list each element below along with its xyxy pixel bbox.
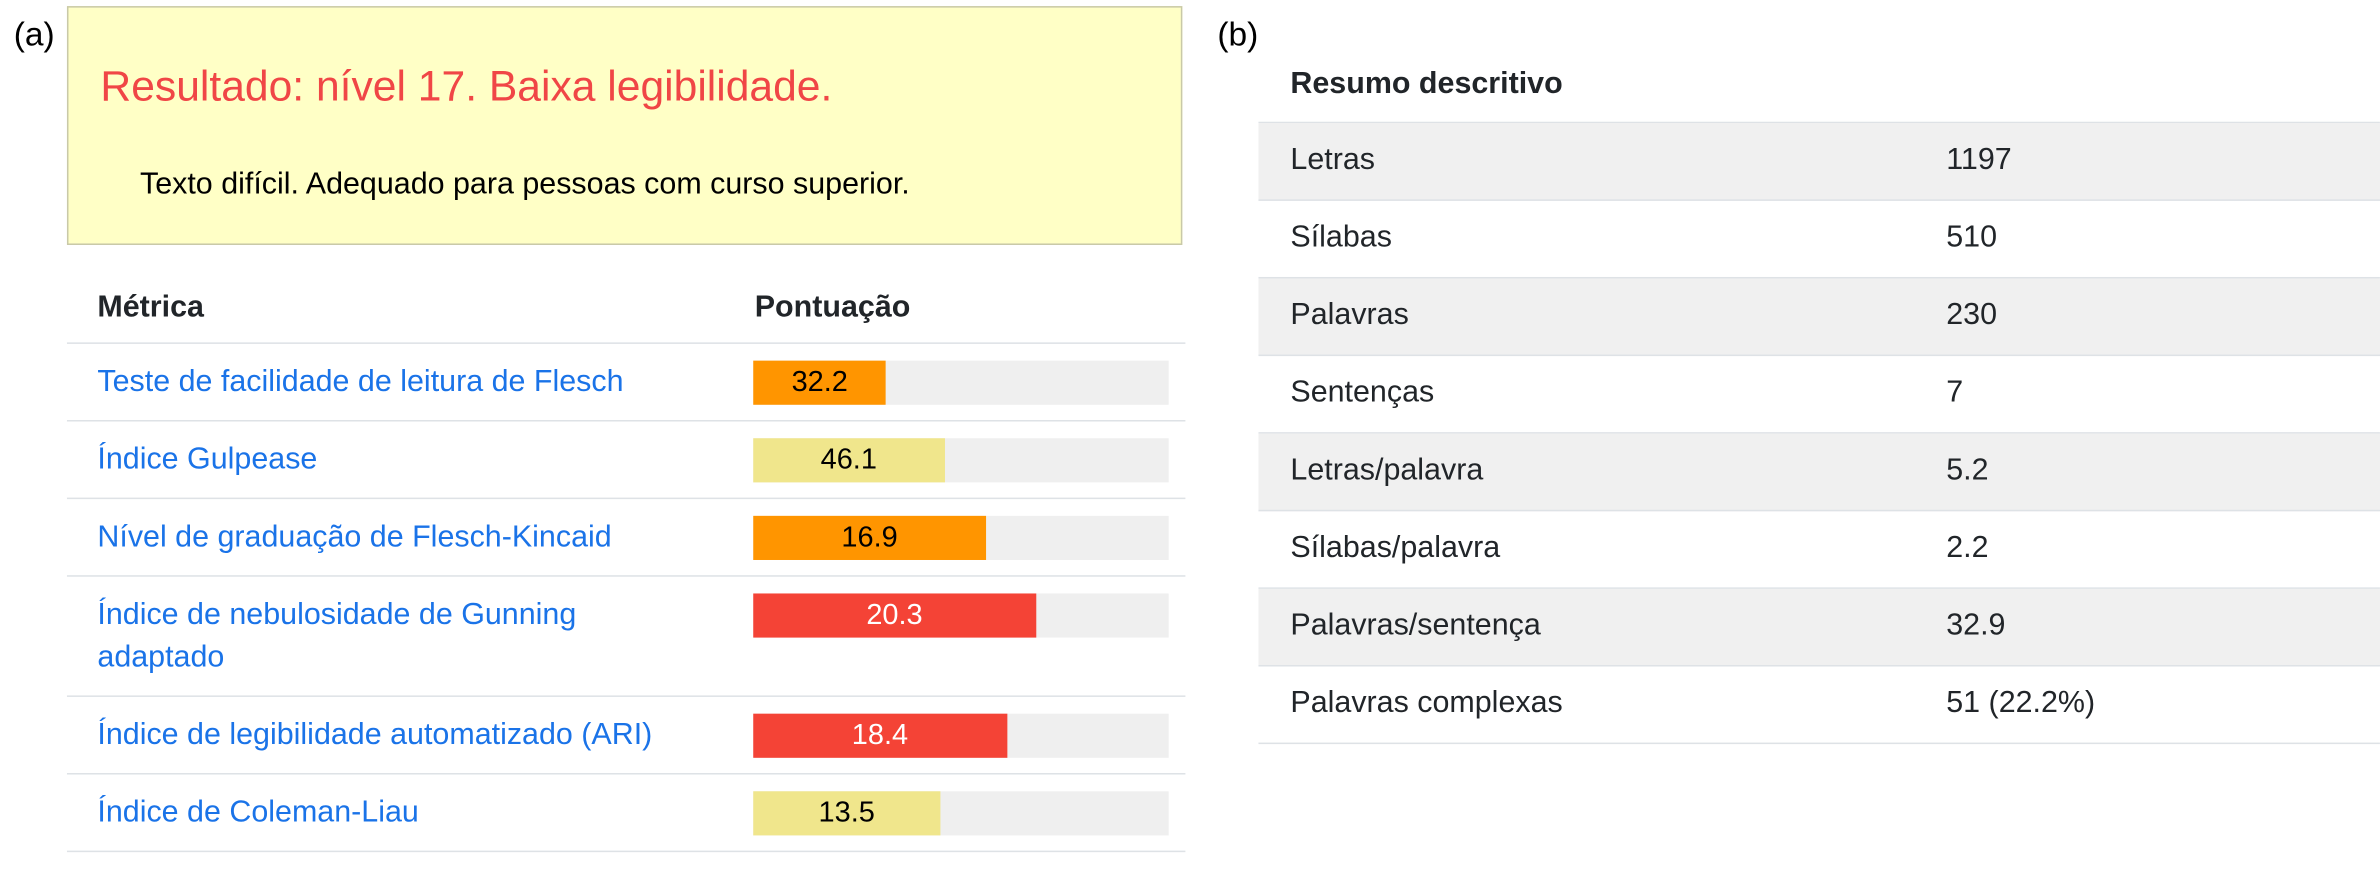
summary-row: Sentenças 7 — [1258, 356, 2380, 434]
metric-link[interactable]: Índice de nebulosidade de Gunning adapta… — [97, 598, 577, 675]
summary-row: Palavras 230 — [1258, 278, 2380, 357]
metrics-table: Métrica Pontuação Teste de facilidade de… — [66, 274, 1186, 853]
score-bar: 18.4 — [753, 713, 1169, 758]
result-title: Resultado: nível 17. Baixa legibilidade. — [100, 62, 833, 110]
summary-label: Letras/palavra — [1290, 453, 1484, 487]
metric-row: Índice de Coleman-Liau 13.5 — [66, 775, 1186, 853]
summary-table: Resumo descritivo Letras 1197 Sílabas 51… — [1258, 52, 2380, 745]
score-bar: 16.9 — [753, 515, 1169, 560]
summary-value: 2.2 — [1946, 531, 1989, 565]
score-bar: 46.1 — [753, 438, 1169, 483]
summary-row: Palavras complexas 51 (22.2%) — [1258, 667, 2380, 745]
score-value: 20.3 — [866, 599, 923, 632]
summary-title: Resumo descritivo — [1290, 66, 1563, 101]
score-bar-fill — [753, 593, 1036, 638]
metric-row: Teste de facilidade de leitura de Flesch… — [66, 344, 1186, 422]
score-bar-fill — [753, 360, 887, 405]
score-bar-fill — [753, 515, 986, 560]
metrics-header-row: Métrica Pontuação — [66, 274, 1186, 344]
summary-row: Sílabas 510 — [1258, 201, 2380, 279]
summary-label: Palavras/sentença — [1290, 608, 1541, 643]
score-bar: 13.5 — [753, 791, 1169, 836]
metric-column-header: Métrica — [97, 290, 204, 325]
summary-row: Sílabas/palavra 2.2 — [1258, 511, 2380, 589]
score-bar-fill — [753, 438, 945, 483]
score-value: 32.2 — [791, 366, 848, 399]
summary-header-row: Resumo descritivo — [1258, 52, 2380, 124]
metric-row: Nível de graduação de Flesch-Kincaid 16.… — [66, 499, 1186, 577]
summary-row: Palavras/sentença 32.9 — [1258, 588, 2380, 667]
summary-label: Sentenças — [1290, 375, 1435, 410]
summary-row: Letras/palavra 5.2 — [1258, 433, 2380, 512]
summary-label: Palavras — [1290, 298, 1409, 332]
summary-value: 51 (22.2%) — [1946, 686, 2096, 720]
summary-value: 510 — [1946, 220, 1998, 255]
panel-label-b: (b) — [1217, 15, 1259, 54]
summary-value: 32.9 — [1946, 608, 2006, 643]
metric-link[interactable]: Índice Gulpease — [97, 442, 318, 477]
score-column-header: Pontuação — [754, 290, 911, 325]
metric-link[interactable]: Índice de legibilidade automatizado (ARI… — [97, 718, 653, 752]
score-bar: 32.2 — [753, 360, 1169, 405]
metric-link[interactable]: Nível de graduação de Flesch-Kincaid — [97, 520, 612, 554]
metric-link[interactable]: Teste de facilidade de leitura de Flesch — [97, 365, 624, 399]
score-value: 16.9 — [841, 521, 898, 554]
summary-row: Letras 1197 — [1258, 123, 2380, 201]
score-value: 13.5 — [818, 797, 875, 830]
summary-value: 230 — [1946, 298, 1998, 332]
score-value: 18.4 — [851, 719, 909, 752]
score-bar-fill — [753, 713, 1007, 758]
metric-row: Índice de legibilidade automatizado (ARI… — [66, 697, 1186, 775]
metric-row: Índice de nebulosidade de Gunning adapta… — [66, 577, 1186, 697]
metric-link[interactable]: Índice de Coleman-Liau — [97, 795, 419, 830]
summary-label: Letras — [1290, 143, 1375, 177]
summary-value: 5.2 — [1946, 453, 1989, 487]
panel-label-a: (a) — [13, 15, 55, 54]
score-value: 46.1 — [820, 444, 877, 477]
summary-label: Sílabas — [1290, 220, 1392, 255]
summary-label: Sílabas/palavra — [1290, 531, 1501, 565]
score-bar: 20.3 — [753, 593, 1169, 638]
summary-label: Palavras complexas — [1290, 686, 1563, 720]
score-bar-fill — [753, 791, 941, 836]
summary-value: 7 — [1946, 375, 1964, 410]
result-alert: Resultado: nível 17. Baixa legibilidade.… — [66, 6, 1183, 245]
metric-row: Índice Gulpease 46.1 — [66, 422, 1186, 500]
summary-value: 1197 — [1946, 143, 2012, 177]
result-description: Texto difícil. Adequado para pessoas com… — [139, 167, 910, 201]
